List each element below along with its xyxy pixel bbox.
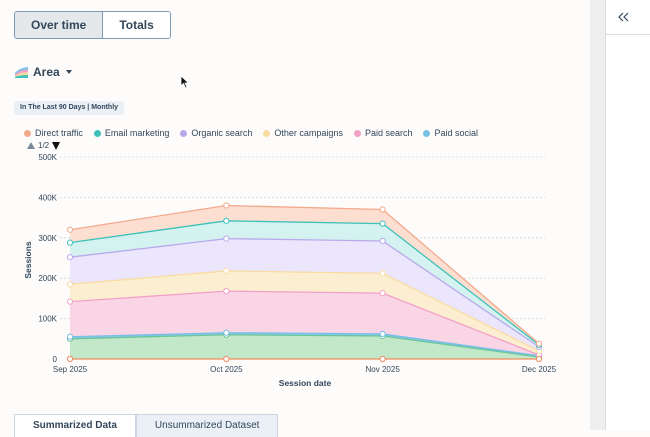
- data-point-paid-social: [66, 333, 74, 340]
- mouse-cursor-icon: [180, 75, 190, 89]
- data-point-other-campaigns: [223, 267, 230, 275]
- y-axis-title: Sessions: [23, 241, 33, 279]
- legend-dot: [423, 129, 431, 137]
- x-tick-label: Sep 2025: [53, 365, 88, 374]
- legend-item-organic-search[interactable]: Organic search: [180, 128, 252, 138]
- view-toggle: Over time Totals: [14, 11, 171, 39]
- y-tick-label: 300K: [38, 234, 57, 243]
- collapse-panel-button[interactable]: [612, 6, 636, 28]
- y-tick-label: 0: [53, 355, 58, 364]
- data-point-paid-search: [223, 288, 230, 295]
- data-point-organic-search: [66, 254, 74, 261]
- legend-label: Direct traffic: [35, 128, 83, 138]
- double-chevron-left-icon: [618, 12, 629, 22]
- report-main-panel: Over time Totals Area In The Last 90 Day…: [14, 11, 557, 437]
- data-point-direct-traffic: [223, 202, 230, 209]
- data-point-other-campaigns: [66, 281, 74, 288]
- data-tabs: Summarized Data Unsummarized Dataset: [14, 414, 279, 437]
- legend-item-paid-social[interactable]: Paid social: [423, 128, 478, 138]
- pager-label: 1/2: [38, 141, 50, 150]
- area-chart: 0 100K 200K 300K 400K 500K Sep 2025 Oct 2025 Nov…: [23, 153, 557, 388]
- legend-item-email-marketing[interactable]: Email marketing: [93, 128, 170, 138]
- data-point-direct-traffic: [379, 206, 386, 213]
- legend-label: Paid search: [364, 128, 413, 138]
- y-tick-label: 200K: [38, 274, 57, 283]
- data-point-email-marketing: [223, 217, 230, 224]
- x-tick-label: Oct 2025: [210, 365, 243, 374]
- area-other-campaigns: [70, 270, 539, 355]
- series-line-email-marketing: [69, 220, 540, 346]
- data-point-baseline: [223, 355, 230, 363]
- legend-label: Other campaigns: [274, 128, 343, 138]
- legend-pager: 1/2: [27, 141, 61, 150]
- area-paid-search: [70, 291, 539, 356]
- legend-dot: [93, 129, 101, 137]
- data-point-paid-search: [66, 298, 74, 305]
- data-point-email-marketing: [379, 220, 386, 227]
- legend-dot: [353, 129, 361, 137]
- chart-type-dropdown[interactable]: Area: [15, 65, 72, 79]
- x-axis-title: Session date: [279, 378, 332, 388]
- legend-dot: [263, 129, 271, 137]
- chart-legend: Direct traffic Email marketing Organic s…: [24, 128, 478, 138]
- side-panel-divider: [605, 34, 650, 35]
- legend-label: Email marketing: [104, 128, 170, 138]
- data-point-paid-social: [223, 329, 230, 336]
- area-chart-icon: [15, 66, 28, 78]
- series-line-organic-search: [69, 237, 540, 348]
- series-line-paid-social: [69, 334, 540, 358]
- data-point-organic-search: [379, 237, 386, 245]
- data-point-organic-search: [223, 235, 230, 242]
- side-panel: [605, 0, 650, 430]
- data-point-baseline: [535, 355, 543, 363]
- data-point-paid-social: [379, 330, 386, 338]
- y-tick-label: 400K: [38, 193, 57, 202]
- data-point-other-campaigns: [379, 270, 386, 277]
- series-line-direct-traffic: [69, 204, 540, 345]
- x-tick-label: Dec 2025: [522, 365, 557, 374]
- tab-summarized-data[interactable]: Summarized Data: [14, 414, 136, 437]
- date-range-badge: In The Last 90 Days | Monthly: [14, 101, 125, 115]
- series-line-paid-search: [69, 290, 540, 356]
- legend-dot: [24, 129, 31, 137]
- legend-label: Organic search: [191, 128, 253, 138]
- area-paid-social: [70, 334, 539, 359]
- legend-item-other-campaigns[interactable]: Other campaigns: [263, 128, 343, 138]
- legend-item-paid-search[interactable]: Paid search: [353, 128, 413, 138]
- legend-dot: [180, 129, 188, 137]
- y-tick-label: 500K: [38, 153, 57, 162]
- panel-divider[interactable]: [590, 0, 605, 430]
- data-point-paid-search: [379, 290, 386, 297]
- x-tick-label: Nov 2025: [366, 365, 401, 374]
- legend-item-direct-traffic[interactable]: Direct traffic: [24, 128, 83, 138]
- series-line-other-campaigns: [69, 270, 540, 352]
- data-point-direct-traffic: [66, 226, 74, 233]
- pager-up-icon[interactable]: [27, 142, 35, 149]
- tab-unsummarized-dataset[interactable]: Unsummarized Dataset: [135, 414, 279, 437]
- data-point-direct-traffic: [535, 340, 543, 347]
- chevron-down-icon: [65, 70, 72, 74]
- legend-label: Paid social: [434, 128, 479, 138]
- series-line-paid-social: [69, 332, 540, 357]
- totals-button[interactable]: Totals: [103, 12, 170, 38]
- chart-type-label: Area: [33, 65, 60, 79]
- pager-down-icon[interactable]: [52, 141, 61, 150]
- over-time-button[interactable]: Over time: [15, 12, 104, 38]
- data-point-email-marketing: [66, 239, 74, 246]
- data-point-baseline: [66, 355, 74, 363]
- y-tick-label: 100K: [38, 315, 57, 324]
- area-organic-search: [70, 238, 539, 351]
- data-point-baseline: [379, 355, 386, 363]
